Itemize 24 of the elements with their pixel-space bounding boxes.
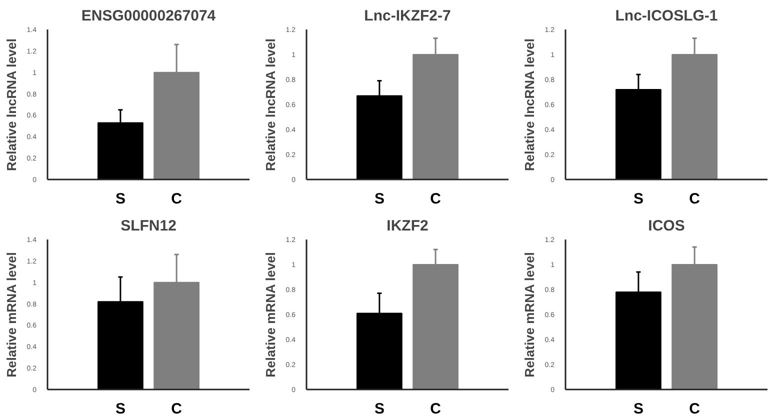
chart-title: Lnc-IKZF2-7	[364, 8, 451, 24]
chart-title: ENSG00000267074	[81, 8, 216, 24]
x-tick-label: C	[171, 190, 182, 208]
x-tick-label: C	[430, 400, 442, 418]
chart-title: ICOS	[648, 218, 685, 234]
x-tick-label: S	[633, 400, 644, 418]
y-axis-title: Relative mRNA level	[4, 252, 19, 378]
y-axis-title: Relative mRNA level	[262, 252, 278, 378]
x-tick-label: S	[633, 190, 644, 208]
chart-title: Lnc-ICOSLG-1	[615, 8, 718, 24]
y-axis-title: Relative mRNA level	[522, 252, 537, 378]
x-tick-label: S	[374, 400, 384, 418]
chart-title: IKZF2	[386, 218, 428, 234]
y-axis-title: Relative lncRNA level	[262, 38, 278, 171]
y-axis-title: Relative lncRNA level	[4, 38, 19, 171]
chart-title: SLFN12	[120, 218, 176, 234]
x-tick-label: C	[689, 190, 700, 208]
x-tick-label: S	[115, 190, 126, 208]
x-tick-label: C	[689, 400, 700, 418]
x-tick-label: C	[171, 400, 182, 418]
x-tick-label: S	[115, 400, 126, 418]
y-axis-title: Relative lncRNA level	[522, 38, 537, 171]
x-tick-label: C	[430, 190, 442, 208]
x-tick-label: S	[374, 190, 384, 208]
